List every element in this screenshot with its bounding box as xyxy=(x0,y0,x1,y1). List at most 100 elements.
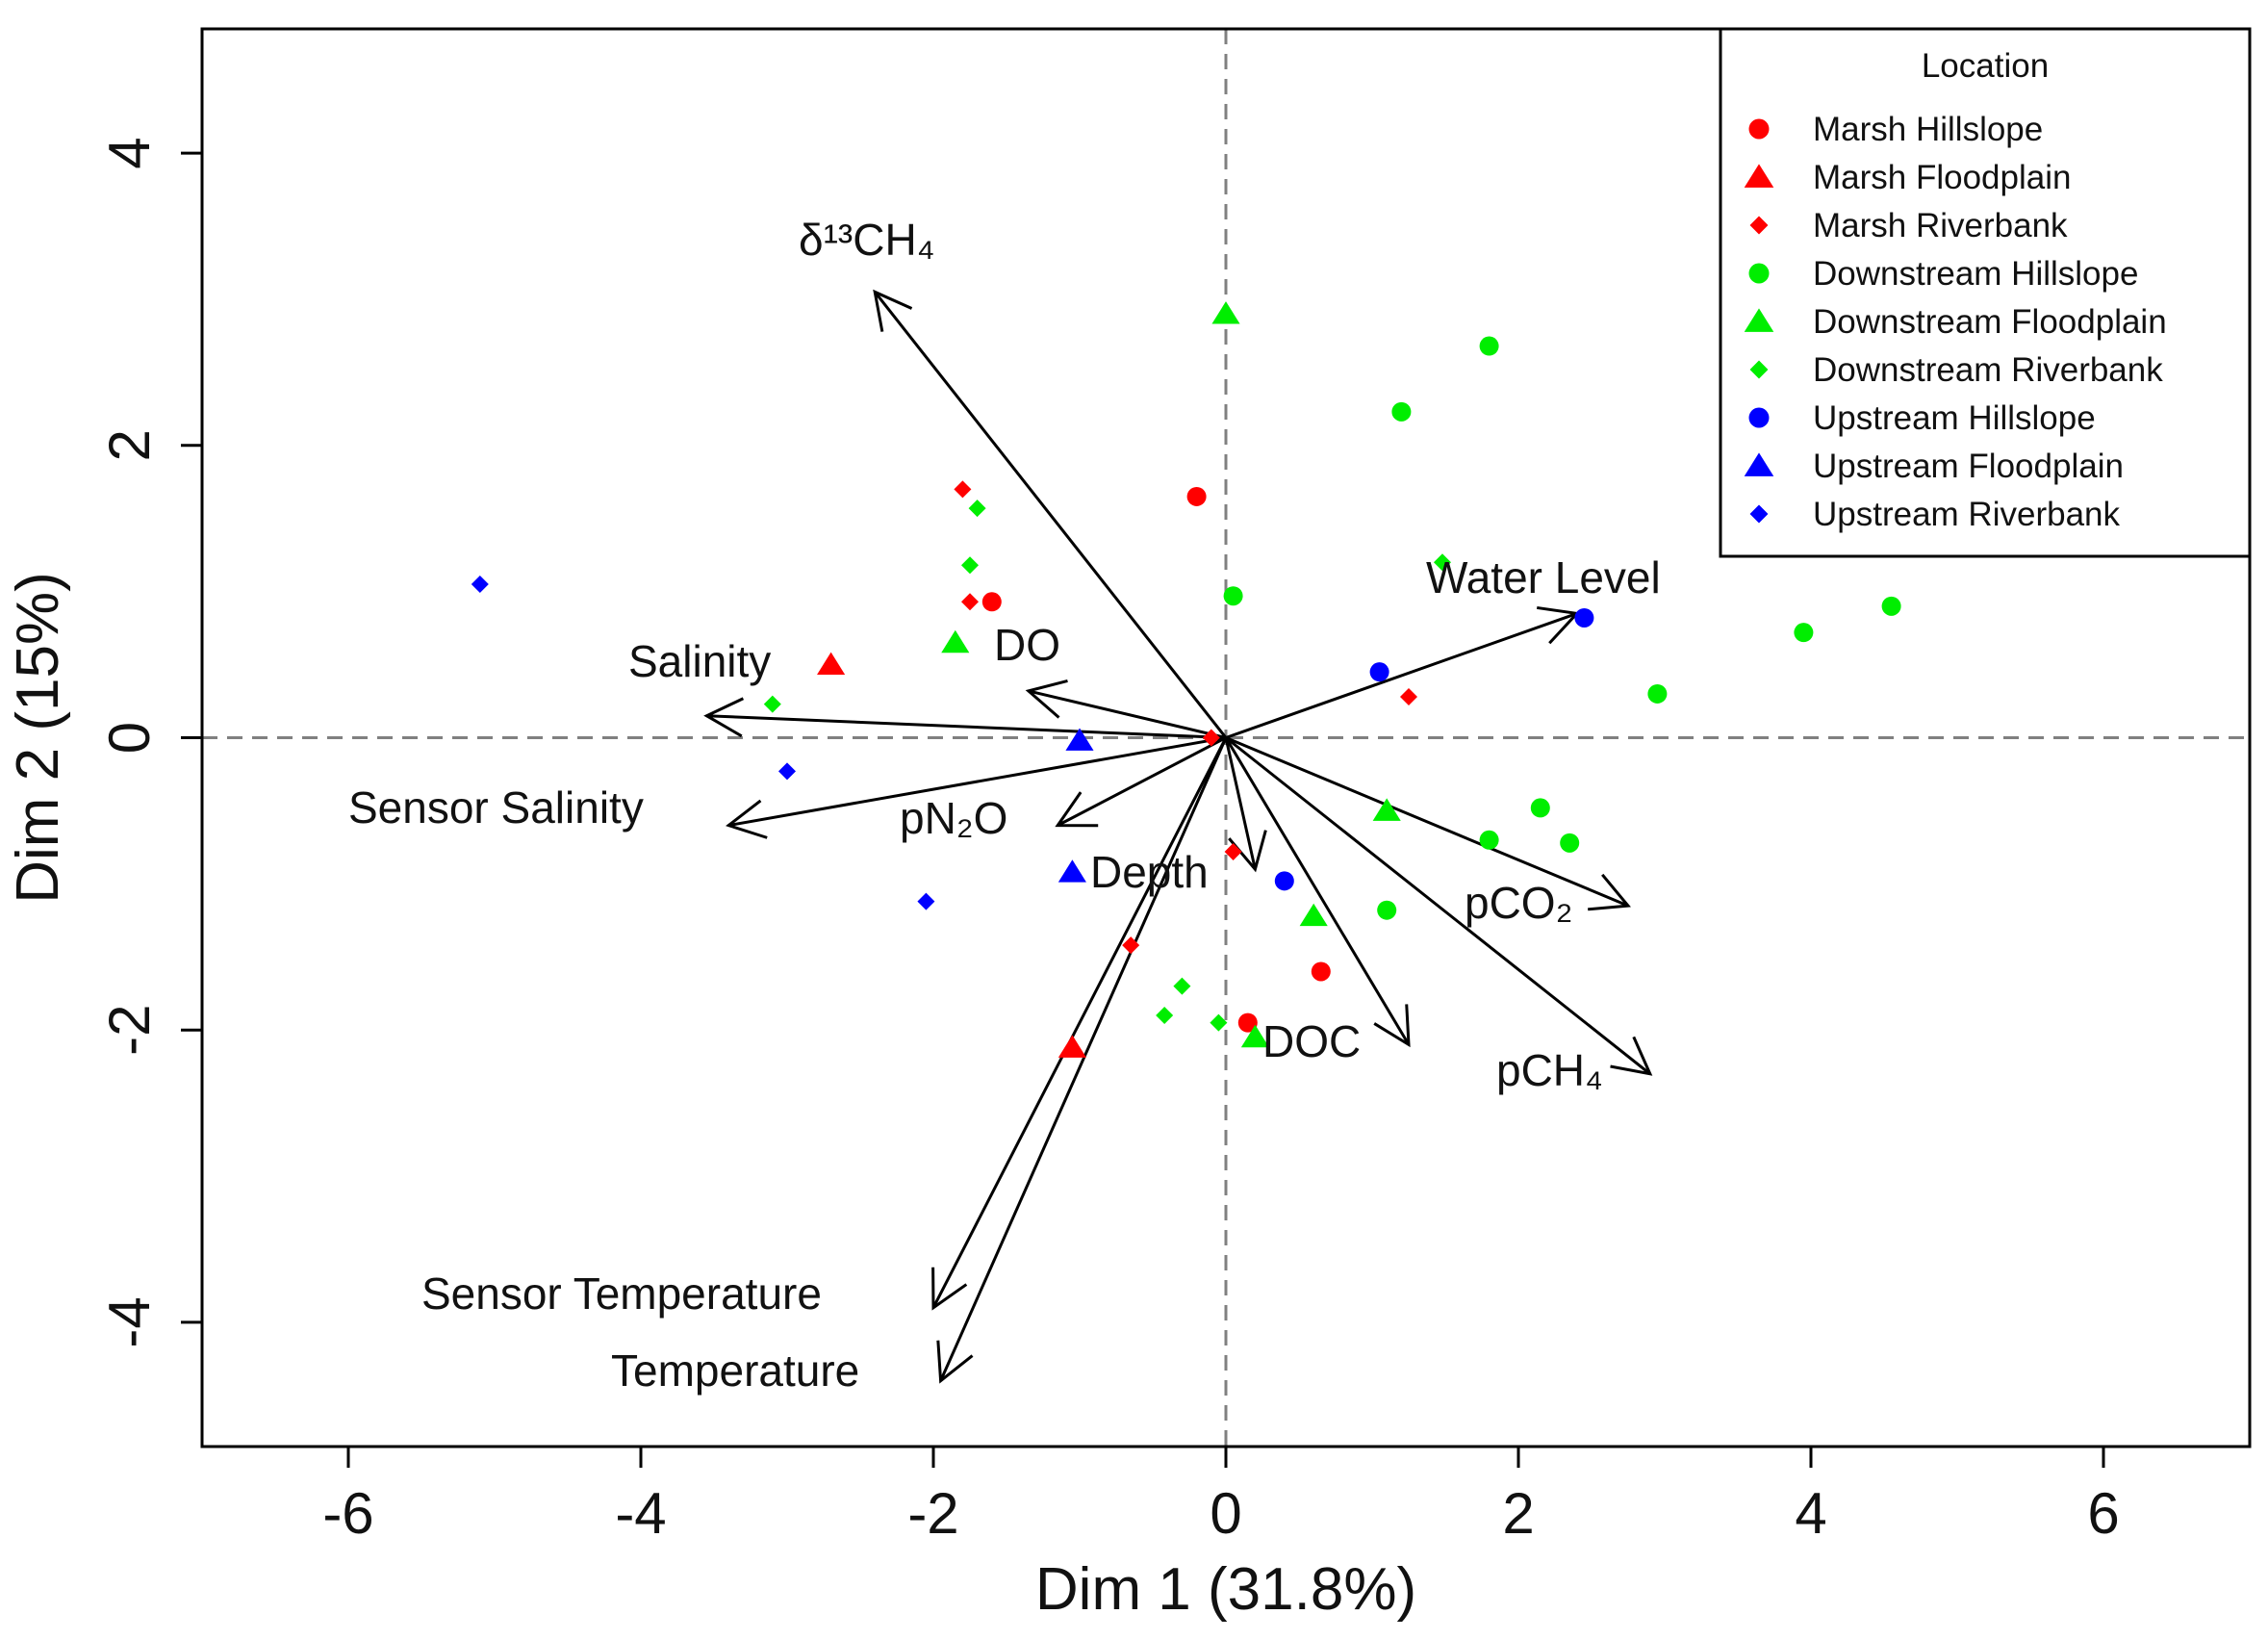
loading-arrow-pn2o xyxy=(1055,736,1227,828)
loading-label-salinity: Salinity xyxy=(628,636,771,686)
loading-arrows xyxy=(703,289,1653,1384)
legend-marker-upstream-riverbank xyxy=(1749,504,1769,524)
data-points xyxy=(471,301,1901,1058)
data-point-downstream-riverbank xyxy=(763,695,781,713)
loading-arrow-head xyxy=(1373,1004,1411,1048)
data-point-marsh-riverbank xyxy=(954,480,972,499)
loading-arrow-shaft xyxy=(706,714,1227,739)
loading-arrow-shaft xyxy=(931,736,1228,1309)
loading-label-sensor-salinity: Sensor Salinity xyxy=(348,782,644,833)
data-point-downstream-riverbank xyxy=(1173,977,1191,995)
legend-marker-upstream-hillslope xyxy=(1748,407,1770,428)
loading-arrow-head xyxy=(1610,1036,1653,1076)
data-point-downstream-floodplain xyxy=(1372,798,1401,821)
loading-arrow-shaft xyxy=(1225,736,1629,908)
legend-label: Upstream Riverbank xyxy=(1813,496,2120,533)
data-point-downstream-hillslope xyxy=(1530,798,1550,818)
series-marsh-riverbank xyxy=(954,480,1417,955)
data-point-downstream-hillslope xyxy=(1223,586,1243,606)
loading-label-temperature: Temperature xyxy=(611,1345,859,1396)
data-point-marsh-riverbank xyxy=(961,593,979,611)
data-point-downstream-riverbank xyxy=(1156,1007,1174,1025)
data-point-downstream-hillslope xyxy=(1479,336,1499,356)
data-point-downstream-hillslope xyxy=(1881,596,1901,616)
loading-arrow-salinity xyxy=(703,697,1227,739)
loading-arrow-head xyxy=(703,697,745,738)
legend-item-marsh-floodplain: Marsh Floodplain xyxy=(1744,159,2071,196)
data-point-downstream-hillslope xyxy=(1479,830,1499,850)
legend-item-upstream-hillslope: Upstream Hillslope xyxy=(1748,399,2096,437)
loading-arrow-pco2 xyxy=(1225,736,1631,911)
loading-label-do: DO xyxy=(994,620,1060,670)
y-tick-label: -2 xyxy=(97,1005,162,1056)
loading-arrow-head xyxy=(931,1267,968,1311)
loading-arrow-doc xyxy=(1224,736,1411,1048)
legend-marker-marsh-hillslope xyxy=(1748,118,1770,140)
legend-item-marsh-hillslope: Marsh Hillslope xyxy=(1748,111,2043,148)
loading-label-pco2: pCO₂ xyxy=(1465,878,1572,928)
data-point-upstream-hillslope xyxy=(1574,607,1594,628)
loading-arrow-shaft xyxy=(727,736,1227,828)
axis-ticks: -6 -4 -2 0 2 4 6 4 2 0 -2 -4 xyxy=(97,137,2120,1546)
data-point-downstream-riverbank xyxy=(1433,553,1451,572)
data-point-marsh-riverbank xyxy=(1122,936,1140,955)
loading-arrow-head xyxy=(873,289,913,332)
data-point-downstream-floodplain xyxy=(1240,1024,1269,1048)
legend-label: Marsh Riverbank xyxy=(1813,207,2068,244)
data-point-upstream-hillslope xyxy=(1274,871,1294,891)
data-point-downstream-floodplain xyxy=(1299,903,1328,927)
data-point-upstream-riverbank xyxy=(917,892,935,910)
data-point-downstream-hillslope xyxy=(1794,623,1814,643)
legend-items: Marsh Hillslope Marsh Floodplain Marsh Riv… xyxy=(1744,111,2167,533)
loading-arrow-shaft xyxy=(1057,736,1227,827)
data-point-marsh-riverbank xyxy=(1400,687,1417,705)
x-axis-title: Dim 1 (31.8%) xyxy=(1035,1556,1416,1623)
legend-label: Marsh Floodplain xyxy=(1813,159,2071,196)
x-tick-label: 2 xyxy=(1502,1481,1534,1546)
series-marsh-hillslope xyxy=(981,486,1331,1033)
legend-item-downstream-hillslope: Downstream Hillslope xyxy=(1748,255,2138,293)
x-tick-label: -2 xyxy=(907,1481,958,1546)
loading-arrow-shaft xyxy=(939,736,1228,1382)
data-point-marsh-hillslope xyxy=(1237,1012,1258,1033)
data-point-marsh-floodplain xyxy=(1058,1035,1086,1058)
data-point-marsh-riverbank xyxy=(1202,729,1220,747)
loading-arrow-head xyxy=(1025,679,1068,719)
data-point-downstream-riverbank xyxy=(1210,1013,1228,1032)
data-point-marsh-hillslope xyxy=(1186,486,1207,506)
loading-label-pn2o: pN₂O xyxy=(900,793,1007,843)
loading-arrow-shaft xyxy=(1225,736,1651,1075)
loading-label-13ch4: δ¹³CH₄ xyxy=(799,215,934,265)
y-tick-label: 0 xyxy=(97,722,162,754)
y-tick-label: 4 xyxy=(97,137,162,168)
loading-arrow-sensor-temperature xyxy=(931,736,1228,1311)
loading-arrow-temperature xyxy=(936,736,1228,1384)
legend-label: Upstream Floodplain xyxy=(1813,448,2124,485)
data-point-upstream-floodplain xyxy=(1065,728,1094,751)
loading-arrow-13ch4 xyxy=(873,289,1228,739)
legend-marker-downstream-hillslope xyxy=(1748,263,1770,284)
loading-arrow-head xyxy=(936,1340,974,1384)
legend-title: Location xyxy=(1922,47,2049,85)
loading-label-depth: Depth xyxy=(1090,847,1209,897)
data-point-upstream-riverbank xyxy=(778,762,796,781)
loading-arrow-do xyxy=(1025,679,1227,739)
legend-label: Downstream Floodplain xyxy=(1813,303,2167,341)
legend-item-marsh-riverbank: Marsh Riverbank xyxy=(1749,207,2068,244)
legend-marker-marsh-riverbank xyxy=(1749,216,1769,235)
data-point-marsh-floodplain xyxy=(817,652,846,675)
data-point-downstream-riverbank xyxy=(968,500,986,518)
loading-labels: δ¹³CH₄ Water Level Salinity DO Sensor Salini… xyxy=(348,215,1661,1396)
data-point-marsh-hillslope xyxy=(1311,961,1331,982)
loading-arrow-pch4 xyxy=(1225,736,1653,1076)
loading-arrow-sensor-salinity xyxy=(726,736,1227,839)
legend-label: Upstream Hillslope xyxy=(1813,399,2096,437)
data-point-downstream-riverbank xyxy=(961,556,979,575)
loading-label-pch4: pCH₄ xyxy=(1496,1045,1603,1095)
loading-arrow-shaft xyxy=(1224,736,1411,1046)
x-tick-label: 0 xyxy=(1210,1481,1241,1546)
series-downstream-hillslope xyxy=(1223,336,1901,920)
data-point-downstream-hillslope xyxy=(1377,900,1397,920)
loading-arrow-shaft xyxy=(1224,737,1257,870)
